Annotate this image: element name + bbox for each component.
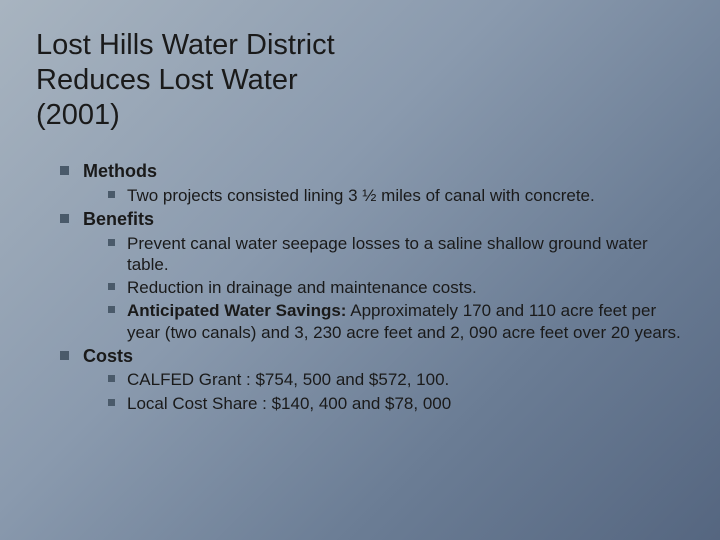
costs-item-1: Local Cost Share : $140, 400 and $78, 00…	[127, 393, 451, 414]
square-bullet-icon	[108, 239, 115, 246]
benefits-item-2: Anticipated Water Savings: Approximately…	[127, 300, 684, 343]
section-costs: Costs	[60, 345, 684, 368]
list-item: Two projects consisted lining 3 ½ miles …	[108, 185, 684, 206]
square-bullet-icon	[60, 351, 69, 360]
list-item: Prevent canal water seepage losses to a …	[108, 233, 684, 276]
square-bullet-icon	[108, 399, 115, 406]
list-item: Local Cost Share : $140, 400 and $78, 00…	[108, 393, 684, 414]
methods-item-0: Two projects consisted lining 3 ½ miles …	[127, 185, 595, 206]
benefits-heading: Benefits	[83, 208, 154, 231]
title-line-1: Lost Hills Water District	[36, 29, 335, 61]
benefits-item-1: Reduction in drainage and maintenance co…	[127, 277, 477, 298]
square-bullet-icon	[108, 306, 115, 313]
square-bullet-icon	[108, 283, 115, 290]
square-bullet-icon	[108, 191, 115, 198]
slide-container: Lost Hills Water District Reduces Lost W…	[0, 0, 720, 540]
list-item: Anticipated Water Savings: Approximately…	[108, 300, 684, 343]
costs-heading: Costs	[83, 345, 133, 368]
title-line-3: (2001)	[36, 99, 120, 131]
list-item: CALFED Grant : $754, 500 and $572, 100.	[108, 369, 684, 390]
section-methods: Methods	[60, 160, 684, 183]
costs-item-0: CALFED Grant : $754, 500 and $572, 100.	[127, 369, 449, 390]
benefits-item-0: Prevent canal water seepage losses to a …	[127, 233, 684, 276]
slide-title: Lost Hills Water District Reduces Lost W…	[36, 28, 684, 132]
section-benefits: Benefits	[60, 208, 684, 231]
benefits-item-2-label: Anticipated Water Savings:	[127, 301, 346, 320]
methods-heading: Methods	[83, 160, 157, 183]
square-bullet-icon	[60, 166, 69, 175]
list-item: Reduction in drainage and maintenance co…	[108, 277, 684, 298]
square-bullet-icon	[108, 375, 115, 382]
title-line-2: Reduces Lost Water	[36, 64, 298, 96]
square-bullet-icon	[60, 214, 69, 223]
